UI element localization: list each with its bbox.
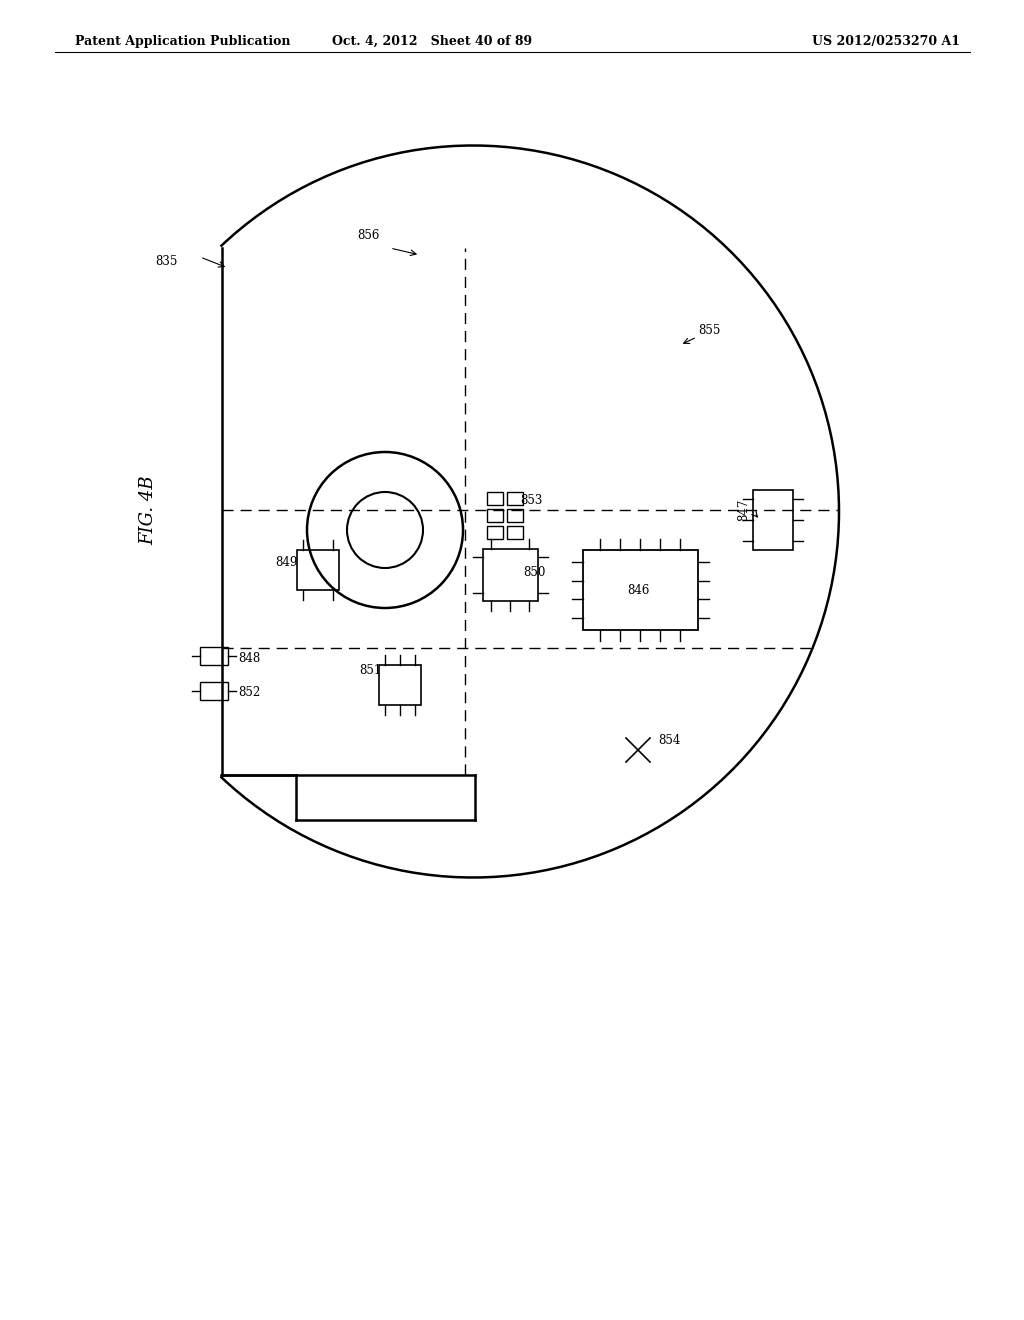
Text: 846: 846	[627, 583, 649, 597]
Text: 848: 848	[238, 652, 260, 665]
Text: 835: 835	[156, 255, 178, 268]
Bar	[507, 510, 523, 521]
Text: 850: 850	[523, 565, 546, 578]
Text: 847: 847	[737, 499, 750, 521]
Bar	[482, 549, 538, 601]
Bar	[583, 550, 697, 630]
Bar	[487, 525, 503, 539]
Text: US 2012/0253270 A1: US 2012/0253270 A1	[812, 36, 961, 48]
Text: 856: 856	[356, 228, 379, 242]
Text: FIG. 4B: FIG. 4B	[139, 475, 157, 545]
Text: 852: 852	[238, 686, 260, 700]
Text: 853: 853	[520, 494, 543, 507]
Bar	[507, 525, 523, 539]
Bar	[487, 492, 503, 506]
Text: 855: 855	[698, 323, 720, 337]
Circle shape	[347, 492, 423, 568]
Bar	[200, 682, 228, 700]
Bar	[297, 550, 339, 590]
Bar	[487, 510, 503, 521]
Bar	[507, 492, 523, 506]
Text: Oct. 4, 2012   Sheet 40 of 89: Oct. 4, 2012 Sheet 40 of 89	[332, 36, 532, 48]
Bar	[200, 647, 228, 665]
Text: Patent Application Publication: Patent Application Publication	[75, 36, 291, 48]
Text: 851: 851	[359, 664, 382, 676]
Text: 854: 854	[658, 734, 680, 747]
Bar	[753, 490, 793, 550]
Text: 849: 849	[275, 557, 298, 569]
Bar	[379, 665, 421, 705]
